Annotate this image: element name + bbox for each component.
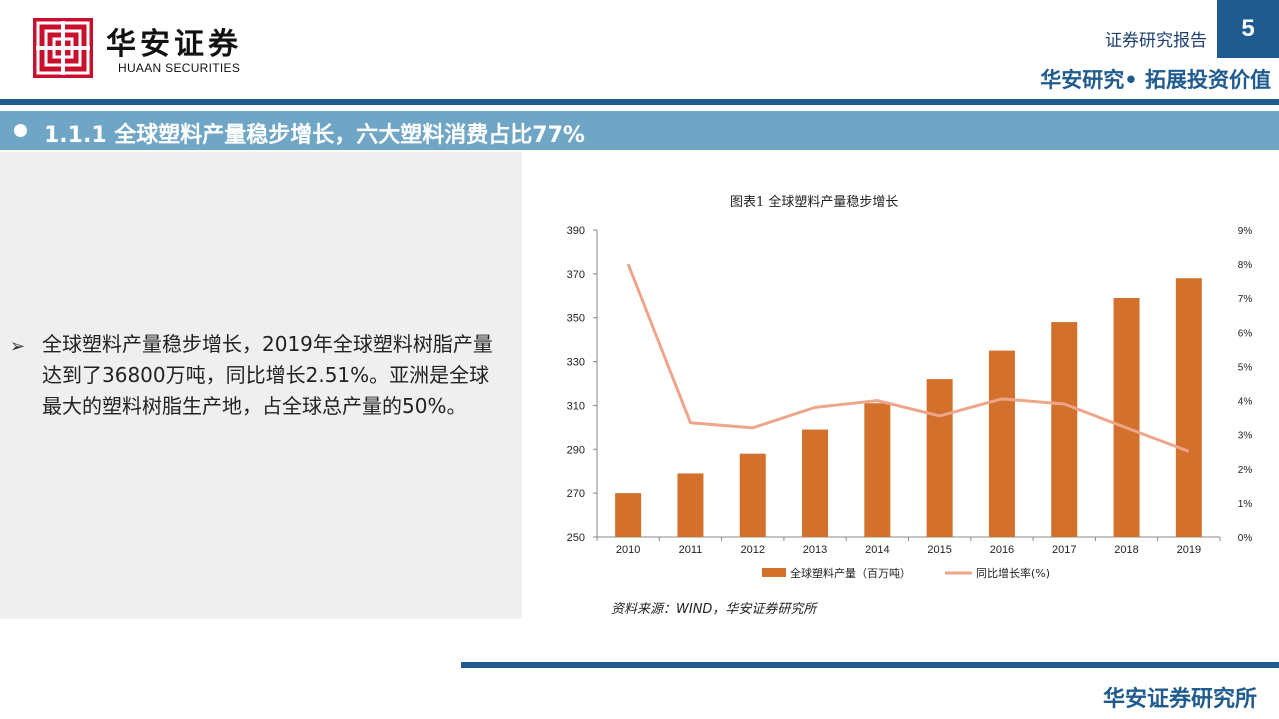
legend-label-bar: 全球塑料产量（百万吨） <box>790 566 911 580</box>
chart-title: 图表1 全球塑料产量稳步增长 <box>730 195 899 210</box>
y-tick-label-left: 310 <box>567 400 585 412</box>
y-tick-label-left: 290 <box>567 444 585 456</box>
y-tick-label-right: 5% <box>1238 362 1253 373</box>
section-bullet-icon <box>14 124 27 137</box>
y-tick-label-left: 250 <box>567 532 585 544</box>
x-tick-label: 2018 <box>1114 544 1138 556</box>
x-tick-label: 2013 <box>803 544 827 556</box>
y-tick-label-left: 370 <box>567 269 585 281</box>
x-tick-label: 2014 <box>865 544 889 556</box>
growth-rate-line <box>626 263 1190 453</box>
bar <box>677 473 704 537</box>
section-title: 1.1.1 全球塑料产量稳步增长，六大塑料消费占比77% <box>44 123 585 148</box>
bar <box>802 429 829 537</box>
chart: 250 270 290 310 330 350 370 390 0% 1% 2% 3% 4% 5% 6% 7%… <box>567 225 1253 580</box>
x-tick-label: 2011 <box>679 544 703 556</box>
bar <box>1175 278 1202 537</box>
huaan-logo <box>33 18 93 78</box>
x-tick-label: 2010 <box>616 544 640 556</box>
y-tick-label-right: 6% <box>1238 328 1253 339</box>
bar <box>1051 322 1078 537</box>
legend-label-line: 同比增长率(%) <box>976 566 1050 580</box>
y-tick-label-right: 9% <box>1238 226 1253 237</box>
body-paragraph: 全球塑料产量稳步增长，2019年全球塑料树脂产量达到了36800万吨，同比增长2… <box>42 332 493 418</box>
y-tick-label-left: 390 <box>567 225 585 237</box>
tagline: 华安研究• 拓展投资价值 <box>1040 68 1271 92</box>
header-rule <box>0 99 1279 105</box>
x-tick-label: 2019 <box>1177 544 1201 556</box>
footer-institute: 华安证券研究所 <box>1102 687 1257 712</box>
text-panel <box>0 152 522 619</box>
bar <box>739 453 766 537</box>
bar <box>988 350 1015 537</box>
y-tick-label-right: 3% <box>1238 431 1253 442</box>
y-tick-label-right: 8% <box>1238 260 1253 271</box>
x-tick-label: 2017 <box>1052 544 1076 556</box>
source-note: 资料来源：WIND，华安证券研究所 <box>611 602 817 617</box>
y-tick-label-left: 350 <box>567 313 585 325</box>
x-tick-label: 2012 <box>741 544 765 556</box>
y-tick-label-right: 4% <box>1238 397 1253 408</box>
y-tick-label-right: 2% <box>1238 465 1253 476</box>
y-tick-label-left: 330 <box>567 357 585 369</box>
y-tick-label-right: 1% <box>1238 499 1253 510</box>
brand-name-cn: 华安证券 <box>106 27 242 62</box>
x-tick-label: 2016 <box>990 544 1014 556</box>
y-tick-label-right: 0% <box>1238 533 1253 544</box>
report-type: 证券研究报告 <box>1105 31 1207 51</box>
section-bar: 1.1.1 全球塑料产量稳步增长，六大塑料消费占比77% <box>0 111 1279 150</box>
y-tick-label-right: 7% <box>1238 294 1253 305</box>
bar <box>864 403 891 537</box>
y-tick-label-left: 270 <box>567 488 585 500</box>
legend-swatch-bar <box>762 568 786 577</box>
page-number: 5 <box>1217 0 1279 58</box>
bar <box>615 493 642 537</box>
bar <box>1113 297 1140 537</box>
brand-name-en: HUAAN SECURITIES <box>118 61 241 75</box>
bullet-arrow-icon: ➢ <box>10 336 26 357</box>
x-tick-label: 2015 <box>927 544 951 556</box>
footer-rule <box>461 662 1279 668</box>
bar <box>926 379 953 537</box>
